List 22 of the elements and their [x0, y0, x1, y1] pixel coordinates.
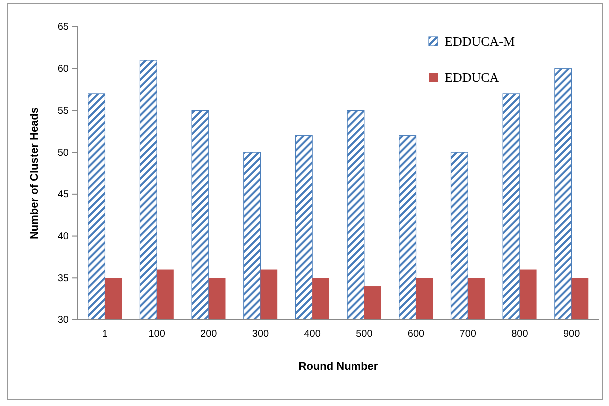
x-tick-label: 400	[304, 329, 322, 340]
y-tick-label: 50	[58, 148, 70, 159]
y-tick-label: 30	[58, 315, 70, 326]
x-tick-label: 300	[252, 329, 270, 340]
y-tick-label: 60	[58, 64, 70, 76]
x-axis-title: Round Number	[298, 361, 379, 373]
x-tick-label: 900	[563, 329, 581, 340]
y-tick-label: 65	[58, 22, 70, 34]
x-tick-label: 600	[408, 329, 426, 340]
legend-label: EDDUCA	[445, 70, 500, 85]
x-tick-label: 500	[356, 329, 374, 340]
x-tick-label: 1	[102, 329, 108, 340]
x-tick-label: 200	[200, 329, 218, 340]
x-tick-label: 100	[148, 329, 166, 340]
legend-label: EDDUCA-M	[445, 34, 516, 49]
y-tick-label: 55	[58, 106, 70, 117]
x-tick-label: 700	[460, 329, 477, 340]
y-tick-label: 45	[58, 190, 70, 201]
y-tick-label: 40	[58, 231, 70, 242]
x-tick-label: 800	[512, 329, 529, 340]
y-axis-title: Number of Cluster Heads	[29, 107, 41, 240]
y-tick-label: 35	[58, 273, 70, 284]
